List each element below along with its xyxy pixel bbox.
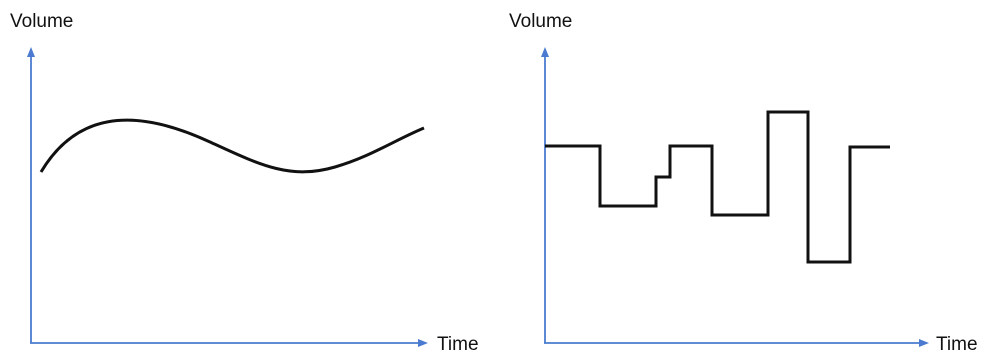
right-step-curve xyxy=(545,110,890,264)
right-x-axis-label: Time xyxy=(936,334,978,353)
left-panel: Volume Time xyxy=(10,11,479,355)
left-smooth-curve xyxy=(39,118,425,174)
right-y-axis-label: Volume xyxy=(509,11,572,32)
left-x-axis-label: Time xyxy=(437,334,479,353)
right-panel: Volume Time xyxy=(509,11,978,355)
left-y-axis-label: Volume xyxy=(10,11,73,32)
